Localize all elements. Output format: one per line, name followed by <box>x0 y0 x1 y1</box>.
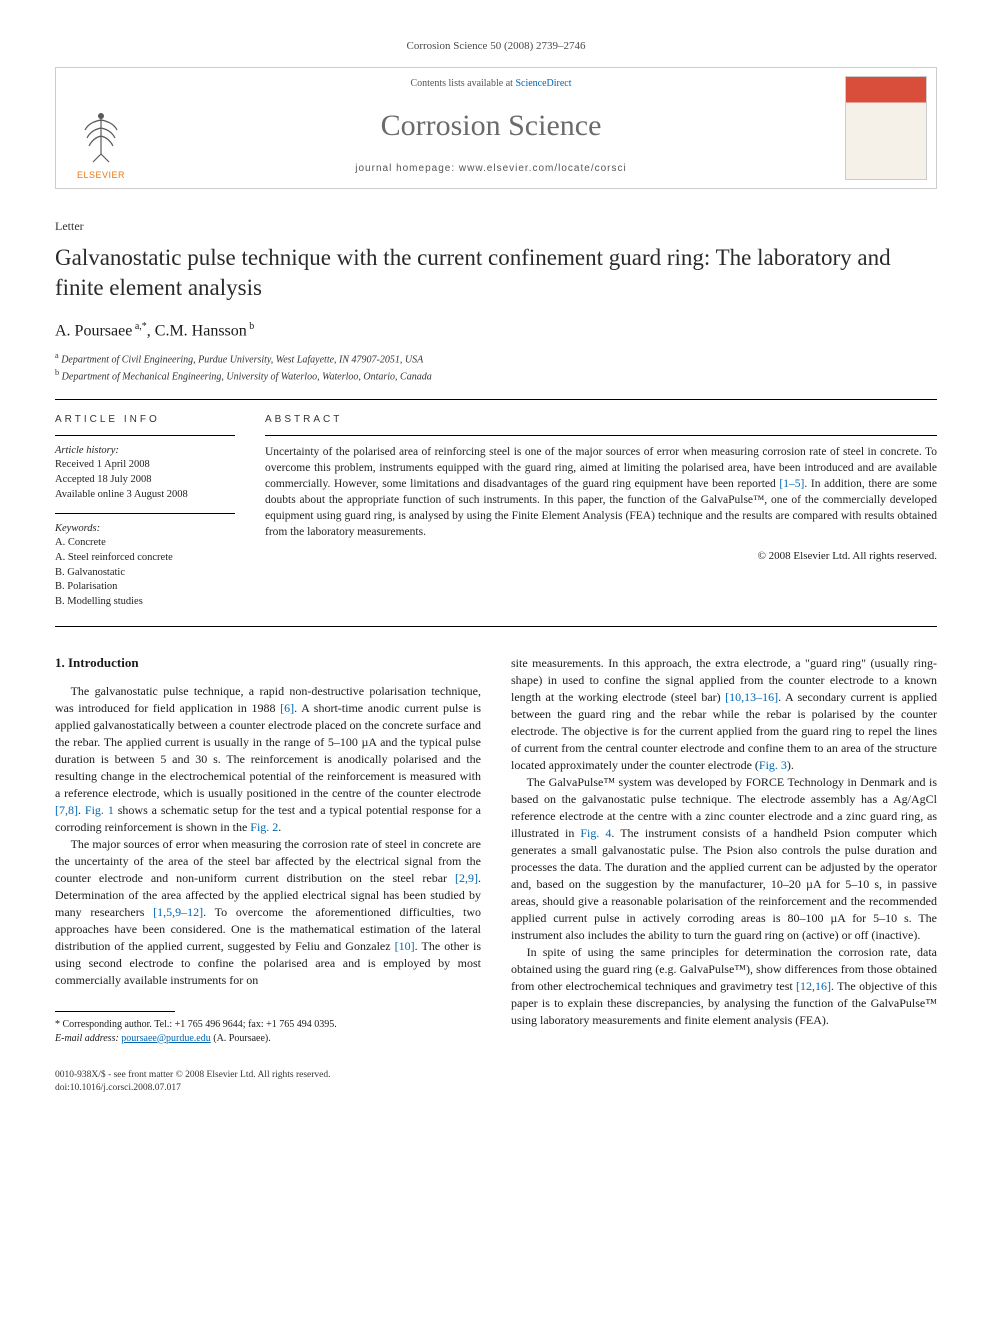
footnote-marker: * <box>55 1019 60 1030</box>
right-para-2: The GalvaPulse™ system was developed by … <box>511 774 937 944</box>
history-line-0: Received 1 April 2008 <box>55 458 235 473</box>
publisher-label: ELSEVIER <box>77 170 125 180</box>
author-1-affil: a,* <box>132 321 146 332</box>
article-info-column: ARTICLE INFO Article history: Received 1… <box>55 414 235 610</box>
keywords-label: Keywords: <box>55 522 235 537</box>
keywords-block: Keywords: A. Concrete A. Steel reinforce… <box>55 522 235 610</box>
footer-line-2: doi:10.1016/j.corsci.2008.07.017 <box>55 1082 481 1094</box>
history-line-1: Accepted 18 July 2008 <box>55 473 235 488</box>
email-label: E-mail address: <box>55 1033 119 1044</box>
footnote-text: Corresponding author. Tel.: +1 765 496 9… <box>63 1019 337 1030</box>
ref-2-9[interactable]: [2,9] <box>455 871 478 885</box>
homepage-prefix: journal homepage: <box>355 163 459 174</box>
journal-banner: ELSEVIER Contents lists available at Sci… <box>55 67 937 189</box>
right-para-3: In spite of using the same principles fo… <box>511 944 937 1029</box>
ref-1-5[interactable]: [1–5] <box>779 478 804 490</box>
right-column: site measurements. In this approach, the… <box>511 655 937 1094</box>
header-citation: Corrosion Science 50 (2008) 2739–2746 <box>55 40 937 52</box>
journal-cover-thumbnail <box>845 76 927 180</box>
affiliations: a Department of Civil Engineering, Purdu… <box>55 350 937 385</box>
footnote-rule <box>55 1011 175 1012</box>
article-type-label: Letter <box>55 219 937 234</box>
keyword-4: B. Modelling studies <box>55 595 235 610</box>
keyword-1: A. Steel reinforced concrete <box>55 551 235 566</box>
fig-4[interactable]: Fig. 4 <box>580 826 611 840</box>
ref-12-16[interactable]: [12,16] <box>796 979 831 993</box>
journal-name: Corrosion Science <box>156 109 826 143</box>
article-history-block: Article history: Received 1 April 2008 A… <box>55 444 235 503</box>
rule-abstract <box>265 435 937 436</box>
author-1: A. Poursaee <box>55 322 132 339</box>
affiliation-a-text: Department of Civil Engineering, Purdue … <box>61 354 423 365</box>
article-info-heading: ARTICLE INFO <box>55 414 235 425</box>
keyword-2: B. Galvanostatic <box>55 566 235 581</box>
left-para-2: The major sources of error when measurin… <box>55 836 481 989</box>
author-2-affil: b <box>247 321 255 332</box>
fig-3[interactable]: Fig. 3 <box>759 758 787 772</box>
banner-right <box>836 68 936 188</box>
fig-2[interactable]: Fig. 2 <box>250 820 278 834</box>
ref-6[interactable]: [6] <box>280 701 294 715</box>
right-para-1: site measurements. In this approach, the… <box>511 655 937 774</box>
rule-info-2 <box>55 513 235 514</box>
email-suffix: (A. Poursaee). <box>213 1033 270 1044</box>
body-columns: 1. Introduction The galvanostatic pulse … <box>55 655 937 1094</box>
abstract-column: ABSTRACT Uncertainty of the polarised ar… <box>265 414 937 610</box>
elsevier-tree-icon <box>71 106 131 166</box>
keyword-3: B. Polarisation <box>55 580 235 595</box>
banner-center: Contents lists available at ScienceDirec… <box>146 68 836 188</box>
keyword-0: A. Concrete <box>55 536 235 551</box>
left-body-text: The galvanostatic pulse technique, a rap… <box>55 683 481 990</box>
abstract-heading: ABSTRACT <box>265 414 937 425</box>
affiliation-b-text: Department of Mechanical Engineering, Un… <box>62 372 432 383</box>
ref-7-8[interactable]: [7,8] <box>55 803 78 817</box>
affiliation-b: b Department of Mechanical Engineering, … <box>55 367 937 384</box>
rule-info <box>55 435 235 436</box>
rule-bottom <box>55 626 937 627</box>
sciencedirect-link[interactable]: ScienceDirect <box>515 78 571 89</box>
author-2: C.M. Hansson <box>155 322 247 339</box>
page: Corrosion Science 50 (2008) 2739–2746 EL… <box>0 0 992 1134</box>
abstract-copyright: © 2008 Elsevier Ltd. All rights reserved… <box>265 550 937 562</box>
history-label: Article history: <box>55 444 235 459</box>
article-title: Galvanostatic pulse technique with the c… <box>55 243 937 303</box>
footer-line-1: 0010-938X/$ - see front matter © 2008 El… <box>55 1069 481 1081</box>
footer-block: 0010-938X/$ - see front matter © 2008 El… <box>55 1069 481 1094</box>
right-body-text: site measurements. In this approach, the… <box>511 655 937 1030</box>
left-column: 1. Introduction The galvanostatic pulse … <box>55 655 481 1094</box>
affiliation-a: a Department of Civil Engineering, Purdu… <box>55 350 937 367</box>
corresponding-email-link[interactable]: poursaee@purdue.edu <box>121 1033 210 1044</box>
homepage-url: www.elsevier.com/locate/corsci <box>459 163 627 174</box>
author-list: A. Poursaee a,*, C.M. Hansson b <box>55 321 937 340</box>
abstract-text: Uncertainty of the polarised area of rei… <box>265 444 937 541</box>
left-para-1: The galvanostatic pulse technique, a rap… <box>55 683 481 836</box>
ref-10-13-16[interactable]: [10,13–16] <box>725 690 778 704</box>
ref-1-5-9-12[interactable]: [1,5,9–12] <box>153 905 203 919</box>
publisher-logo-block: ELSEVIER <box>56 68 146 188</box>
homepage-line: journal homepage: www.elsevier.com/locat… <box>156 163 826 174</box>
fig-1[interactable]: Fig. 1 <box>85 803 114 817</box>
section-1-heading: 1. Introduction <box>55 655 481 671</box>
info-abstract-row: ARTICLE INFO Article history: Received 1… <box>55 400 937 626</box>
corresponding-author-footnote: * Corresponding author. Tel.: +1 765 496… <box>55 1018 481 1045</box>
history-line-2: Available online 3 August 2008 <box>55 488 235 503</box>
contents-line: Contents lists available at ScienceDirec… <box>156 78 826 89</box>
ref-10[interactable]: [10] <box>395 939 415 953</box>
contents-prefix: Contents lists available at <box>410 78 515 89</box>
